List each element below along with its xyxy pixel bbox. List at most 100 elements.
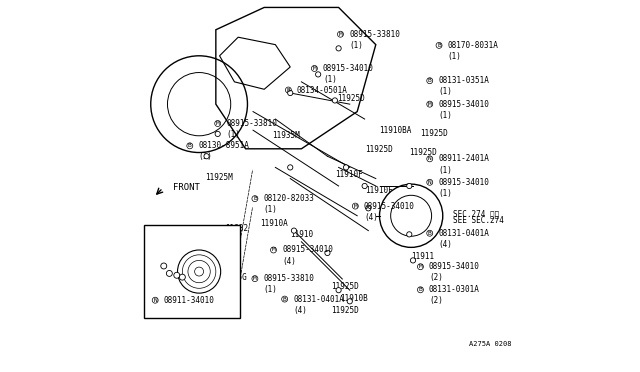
Text: 11925D: 11925D xyxy=(337,94,365,103)
Text: 11932: 11932 xyxy=(225,224,248,233)
Text: 11911: 11911 xyxy=(411,252,435,261)
Text: (1): (1) xyxy=(264,285,277,294)
Text: (1): (1) xyxy=(323,75,337,84)
Text: 11910: 11910 xyxy=(291,230,314,239)
Circle shape xyxy=(336,46,341,51)
Text: M: M xyxy=(339,32,342,37)
Text: (4): (4) xyxy=(438,240,452,249)
Text: 08911-2401A: 08911-2401A xyxy=(438,154,489,163)
Text: M: M xyxy=(253,276,257,281)
Text: SEC.274 参照: SEC.274 参照 xyxy=(453,209,499,218)
Text: 11925M: 11925M xyxy=(205,173,232,182)
Circle shape xyxy=(287,165,293,170)
Text: 11926: 11926 xyxy=(214,258,237,267)
Circle shape xyxy=(325,250,330,256)
Text: 11910F: 11910F xyxy=(335,170,363,179)
Text: B: B xyxy=(428,231,431,236)
Text: B: B xyxy=(419,287,422,292)
Text: N: N xyxy=(428,156,431,161)
Text: (4): (4) xyxy=(282,257,296,266)
Text: (1): (1) xyxy=(164,307,178,316)
Circle shape xyxy=(406,232,412,237)
Text: (2): (2) xyxy=(429,273,443,282)
Circle shape xyxy=(174,272,180,278)
Circle shape xyxy=(336,288,341,293)
Circle shape xyxy=(161,263,167,269)
Text: A275A 0208: A275A 0208 xyxy=(468,341,511,347)
Circle shape xyxy=(406,183,412,189)
Text: 08915-33810: 08915-33810 xyxy=(227,119,277,128)
Text: 08915-34010: 08915-34010 xyxy=(364,202,415,211)
Text: (4): (4) xyxy=(293,306,307,315)
Text: 08915-34010: 08915-34010 xyxy=(429,262,480,271)
Circle shape xyxy=(204,154,209,159)
Circle shape xyxy=(362,183,367,189)
Text: N: N xyxy=(154,298,157,303)
Circle shape xyxy=(287,90,293,96)
Text: 08915-33810: 08915-33810 xyxy=(349,30,400,39)
Text: 11910A: 11910A xyxy=(260,219,288,228)
Text: 08915-34010: 08915-34010 xyxy=(438,178,489,187)
Text: 11925D: 11925D xyxy=(410,148,437,157)
Text: 11925G: 11925G xyxy=(220,273,247,282)
Text: 08915-33810: 08915-33810 xyxy=(264,274,314,283)
Text: B: B xyxy=(287,87,291,93)
Text: B: B xyxy=(253,196,257,201)
Circle shape xyxy=(166,270,172,276)
FancyBboxPatch shape xyxy=(145,225,240,318)
Text: (1): (1) xyxy=(438,189,452,198)
Text: M: M xyxy=(428,102,431,107)
Text: (1): (1) xyxy=(227,130,240,139)
Text: (1): (1) xyxy=(264,205,277,214)
Text: 08131-0351A: 08131-0351A xyxy=(438,76,489,85)
Text: 11910F: 11910F xyxy=(365,186,392,195)
Text: 11935M: 11935M xyxy=(271,131,300,140)
Text: 08130-8951A: 08130-8951A xyxy=(198,141,249,150)
Text: 08120-82033: 08120-82033 xyxy=(264,194,314,203)
Circle shape xyxy=(410,258,415,263)
Text: (1): (1) xyxy=(438,111,452,120)
Text: (2): (2) xyxy=(429,296,443,305)
Circle shape xyxy=(365,206,371,211)
Text: 08131-0401A: 08131-0401A xyxy=(438,229,489,238)
Text: 11931: 11931 xyxy=(188,245,211,254)
Text: 11929: 11929 xyxy=(158,258,181,267)
Text: 11925D: 11925D xyxy=(365,145,392,154)
Text: 08911-34010: 08911-34010 xyxy=(164,296,214,305)
Circle shape xyxy=(316,72,321,77)
Text: 08170-8031A: 08170-8031A xyxy=(447,41,499,50)
Text: FRONT: FRONT xyxy=(173,183,200,192)
Text: B: B xyxy=(437,43,441,48)
Text: (1): (1) xyxy=(438,166,452,174)
Text: 08915-34010: 08915-34010 xyxy=(323,64,374,73)
Circle shape xyxy=(332,98,337,103)
Text: 11925D: 11925D xyxy=(331,282,359,291)
Text: 08915-34010: 08915-34010 xyxy=(438,100,489,109)
Text: M: M xyxy=(419,264,422,269)
Text: B: B xyxy=(188,143,191,148)
Text: (1): (1) xyxy=(198,153,212,161)
Text: 11910BA: 11910BA xyxy=(380,126,412,135)
Text: M: M xyxy=(271,247,275,253)
Text: 11910B: 11910B xyxy=(340,294,368,303)
Text: 08915-34010: 08915-34010 xyxy=(282,246,333,254)
Text: 11925D: 11925D xyxy=(331,306,359,315)
Text: (1): (1) xyxy=(349,41,363,50)
Text: M: M xyxy=(353,203,357,209)
Text: B: B xyxy=(428,78,431,83)
Text: SEE SEC.274: SEE SEC.274 xyxy=(453,216,504,225)
Text: B: B xyxy=(283,296,287,302)
Text: 08131-0401A: 08131-0401A xyxy=(293,295,344,304)
Text: M: M xyxy=(312,66,316,71)
Circle shape xyxy=(179,274,186,280)
Text: 08134-0501A: 08134-0501A xyxy=(297,86,348,94)
Circle shape xyxy=(291,228,296,233)
Text: (1): (1) xyxy=(447,52,461,61)
Text: 11927: 11927 xyxy=(205,234,228,243)
Text: N: N xyxy=(428,180,431,185)
Text: 11925D: 11925D xyxy=(420,129,448,138)
Circle shape xyxy=(344,165,349,170)
Circle shape xyxy=(347,299,353,304)
Text: (1): (1) xyxy=(438,87,452,96)
Text: M: M xyxy=(216,121,220,126)
